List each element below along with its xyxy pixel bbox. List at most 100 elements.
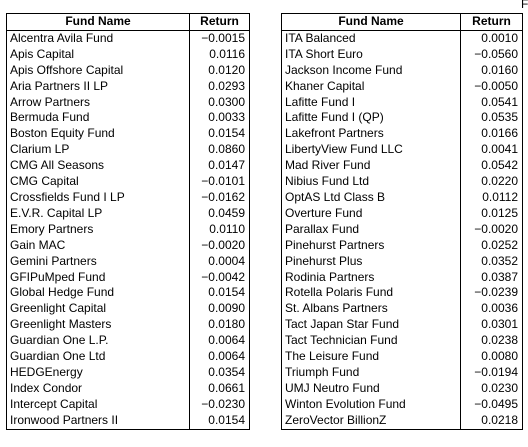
return-cell: 0.0300 [208,94,245,109]
return-cell: 0.0147 [208,158,245,173]
return-cell: 0.0166 [481,126,518,141]
fund-name-cell: Nibius Fund Ltd [281,174,461,190]
table-row: St. Albans Partners 0.0036 [281,301,523,318]
return-cell: −0.0042 [201,269,245,284]
return-cell: 0.0860 [208,142,245,157]
return-cell: 0.0230 [481,380,518,395]
table-row: Alcentra Avila Fund −0.0015 [6,30,250,47]
table-row: Aria Partners II LP 0.0293 [6,78,250,95]
fund-name-cell: Mad River Fund [281,158,461,175]
table-row: Apis Capital 0.0116 [6,46,250,63]
return-cell: 0.0541 [481,94,518,109]
fund-returns-table-right: Fund Name Return ITA Balanced 0.0010 ITA S… [281,13,523,430]
fund-name-cell: Lafitte Fund I [281,94,461,111]
table-row: Tact Japan Star Fund 0.0301 [281,317,523,334]
fund-name-cell: St. Albans Partners [281,301,461,318]
fund-name-cell: Clarium LP [6,142,190,159]
fund-name-cell: Winton Evolution Fund [281,396,461,413]
table-row: E.V.R. Capital LP 0.0459 [6,205,250,222]
table-row: Greenlight Capital 0.0090 [6,301,250,318]
table-header-row: Fund Name Return [6,13,250,31]
return-cell: 0.0154 [208,285,245,300]
return-cell: 0.0252 [481,237,518,252]
fund-name-cell: UMJ Neutro Fund [281,380,461,397]
column-header-return: Return [189,13,250,31]
table-row: GFIPuMped Fund −0.0042 [6,269,250,286]
return-cell: 0.0120 [208,62,245,77]
return-cell: 0.0354 [208,364,245,379]
return-cell: −0.0230 [201,396,245,411]
fund-name-cell: Guardian One L.P. [6,333,190,350]
page-edge-mark: F [521,0,528,11]
fund-name-cell: LibertyView Fund LLC [281,142,461,159]
return-cell: −0.0015 [201,30,245,45]
fund-name-cell: Triumph Fund [281,364,461,381]
return-cell: −0.0020 [474,221,518,236]
table-row: Clarium LP 0.0860 [6,142,250,159]
fund-name-cell: OptAS Ltd Class B [281,189,461,206]
return-cell: 0.0112 [482,189,518,204]
table-row: ITA Balanced 0.0010 [281,30,523,47]
fund-returns-table-left: Fund Name Return Alcentra Avila Fund −0.0… [6,13,250,430]
table-row: CMG Capital −0.0101 [6,174,250,190]
return-cell: 0.0220 [481,174,518,189]
table-row: Lafitte Fund I (QP) 0.0535 [281,110,523,127]
return-cell: 0.0459 [208,205,245,220]
table-row: The Leisure Fund 0.0080 [281,349,523,365]
table-row: OptAS Ltd Class B 0.0112 [281,189,523,206]
return-cell: 0.0064 [208,349,245,364]
table-row: Tact Technician Fund 0.0238 [281,333,523,350]
table-row: Nibius Fund Ltd 0.0220 [281,174,523,190]
return-cell: −0.0050 [474,78,518,93]
table-row: Pinehurst Plus 0.0352 [281,253,523,270]
fund-name-cell: CMG All Seasons [6,158,190,175]
fund-name-cell: Emory Partners [6,221,190,238]
return-cell: 0.0535 [481,110,518,125]
fund-name-cell: HEDGEnergy [6,364,190,381]
return-cell: 0.0352 [481,253,518,268]
return-cell: 0.0218 [481,412,518,427]
table-row: Triumph Fund −0.0194 [281,364,523,381]
return-cell: 0.0110 [209,221,245,236]
table-row: Guardian One Ltd 0.0064 [6,349,250,365]
column-header-return: Return [460,13,523,31]
table-row: Arrow Partners 0.0300 [6,94,250,111]
table-row: UMJ Neutro Fund 0.0230 [281,380,523,397]
return-cell: 0.0154 [208,412,245,427]
return-cell: −0.0101 [201,174,245,189]
fund-name-cell: Pinehurst Partners [281,237,461,254]
return-cell: −0.0194 [474,364,518,379]
fund-name-cell: E.V.R. Capital LP [6,205,190,222]
fund-name-cell: Khaner Capital [281,78,461,95]
return-cell: 0.0238 [481,333,518,348]
table-row: Gemini Partners 0.0004 [6,253,250,270]
column-header-fund-name: Fund Name [281,13,461,31]
fund-name-cell: Apis Offshore Capital [6,62,190,79]
table-row: Intercept Capital −0.0230 [6,396,250,413]
table-row: Global Hedge Fund 0.0154 [6,285,250,302]
return-cell: 0.0010 [481,30,518,45]
table-row: CMG All Seasons 0.0147 [6,158,250,175]
fund-name-cell: Pinehurst Plus [281,253,461,270]
return-cell: −0.0495 [474,396,518,411]
fund-name-cell: Index Condor [6,380,190,397]
fund-name-cell: Apis Capital [6,46,190,63]
return-cell: 0.0064 [208,333,245,348]
table-row: Lafitte Fund I 0.0541 [281,94,523,111]
fund-name-cell: Intercept Capital [6,396,190,413]
table-row: Gain MAC −0.0020 [6,237,250,254]
fund-name-cell: ZeroVector BillionZ [281,412,461,430]
fund-name-cell: ITA Short Euro [281,46,461,63]
table-row: Bermuda Fund 0.0033 [6,110,250,127]
table-row: Emory Partners 0.0110 [6,221,250,238]
fund-name-cell: Crossfields Fund I LP [6,189,190,206]
table-row: Guardian One L.P. 0.0064 [6,333,250,350]
table-row: Mad River Fund 0.0542 [281,158,523,175]
return-cell: 0.0293 [208,78,245,93]
fund-name-cell: ITA Balanced [281,30,461,47]
fund-name-cell: Jackson Income Fund [281,62,461,79]
fund-name-cell: Guardian One Ltd [6,349,190,365]
column-header-fund-name: Fund Name [6,13,190,31]
table-row: Parallax Fund −0.0020 [281,221,523,238]
table-row: Winton Evolution Fund −0.0495 [281,396,523,413]
